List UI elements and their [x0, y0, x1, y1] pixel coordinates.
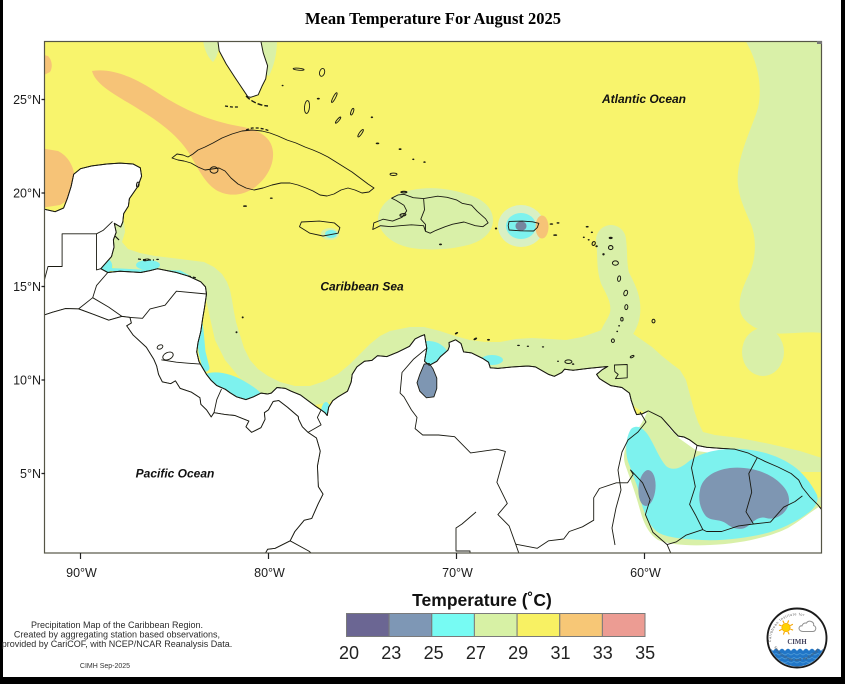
svg-text:Temperature (˚C): Temperature (˚C) — [412, 590, 552, 610]
svg-text:Mean Temperature For August 20: Mean Temperature For August 2025 — [305, 9, 561, 28]
svg-text:Atlantic Ocean: Atlantic Ocean — [601, 92, 686, 106]
svg-text:31: 31 — [550, 643, 570, 663]
svg-text:provided by CariCOF, with NCEP: provided by CariCOF, with NCEP/NCAR Rean… — [2, 639, 233, 649]
svg-text:27: 27 — [466, 643, 486, 663]
svg-text:25: 25 — [424, 643, 444, 663]
svg-text:Precipitation Map of the Carib: Precipitation Map of the Caribbean Regio… — [31, 620, 203, 630]
svg-text:CIMH: CIMH — [787, 639, 807, 646]
svg-text:35: 35 — [635, 643, 655, 663]
svg-text:33: 33 — [593, 643, 613, 663]
svg-text:CIMH Sep-2025: CIMH Sep-2025 — [80, 663, 130, 670]
svg-text:25°N: 25°N — [13, 93, 41, 107]
svg-text:90°W: 90°W — [66, 566, 97, 580]
svg-text:10°N: 10°N — [13, 373, 41, 387]
svg-text:5°N: 5°N — [20, 467, 41, 481]
svg-text:Caribbean Sea: Caribbean Sea — [320, 280, 404, 294]
svg-text:60°W: 60°W — [630, 566, 661, 580]
svg-text:20: 20 — [339, 643, 359, 663]
svg-text:23: 23 — [381, 643, 401, 663]
svg-text:15°N: 15°N — [13, 280, 41, 294]
svg-text:80°W: 80°W — [254, 566, 285, 580]
svg-text:20°N: 20°N — [13, 186, 41, 200]
svg-text:29: 29 — [508, 643, 528, 663]
svg-text:Pacific Ocean: Pacific Ocean — [136, 467, 215, 481]
svg-text:Created by aggregating station: Created by aggregating station based obs… — [14, 629, 220, 639]
svg-text:70°W: 70°W — [442, 566, 473, 580]
